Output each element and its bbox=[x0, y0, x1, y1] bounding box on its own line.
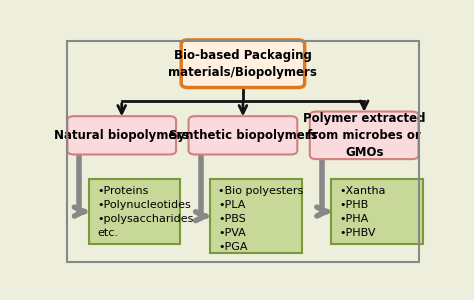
Text: Bio-based Packaging
materials/Biopolymers: Bio-based Packaging materials/Biopolymer… bbox=[168, 49, 318, 79]
Text: Natural biopolymers: Natural biopolymers bbox=[54, 129, 189, 142]
FancyBboxPatch shape bbox=[210, 179, 301, 253]
FancyBboxPatch shape bbox=[89, 179, 181, 244]
FancyBboxPatch shape bbox=[310, 112, 419, 159]
Text: •Xantha
•PHB
•PHA
•PHBV: •Xantha •PHB •PHA •PHBV bbox=[339, 186, 386, 238]
FancyBboxPatch shape bbox=[181, 40, 305, 88]
Text: •Proteins
•Polynucleotides
•polysaccharides
etc.: •Proteins •Polynucleotides •polysacchari… bbox=[97, 186, 193, 238]
FancyBboxPatch shape bbox=[331, 179, 423, 244]
Text: Synthetic biopolymers: Synthetic biopolymers bbox=[169, 129, 317, 142]
FancyBboxPatch shape bbox=[67, 116, 176, 154]
Text: Polymer extracted
from microbes or
GMOs: Polymer extracted from microbes or GMOs bbox=[303, 112, 425, 159]
FancyBboxPatch shape bbox=[189, 116, 297, 154]
Text: •Bio polyesters
•PLA
•PBS
•PVA
•PGA: •Bio polyesters •PLA •PBS •PVA •PGA bbox=[219, 186, 303, 252]
